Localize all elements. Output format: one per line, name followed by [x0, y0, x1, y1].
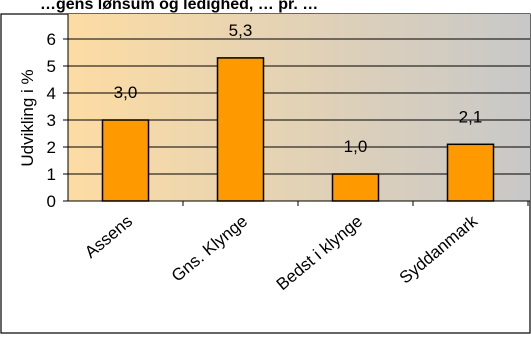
y-tick-label: 3	[47, 111, 56, 130]
bar	[101, 119, 150, 202]
data-label: 5,3	[229, 21, 253, 40]
data-label: 2,1	[459, 107, 483, 126]
value-labels: 3,0 5,3 1,0 2,1	[114, 21, 483, 156]
bar	[446, 143, 495, 202]
data-label: 1,0	[344, 137, 368, 156]
bars	[101, 57, 495, 202]
y-tick-label: 1	[47, 165, 56, 184]
y-tick-label: 0	[47, 192, 56, 211]
bar	[216, 57, 265, 202]
y-axis-label: Udvikling i %	[18, 69, 37, 166]
y-tick-label: 5	[47, 57, 56, 76]
y-tick-label: 6	[47, 30, 56, 49]
y-tick-label: 4	[47, 84, 56, 103]
chart-title: …gens lønsum og ledighed, … pr. …	[40, 0, 318, 13]
bar	[331, 173, 380, 202]
y-tick-label: 2	[47, 138, 56, 157]
data-label: 3,0	[114, 83, 138, 102]
y-axis-ticks: 0 1 2 3 4 5 6	[47, 30, 68, 211]
